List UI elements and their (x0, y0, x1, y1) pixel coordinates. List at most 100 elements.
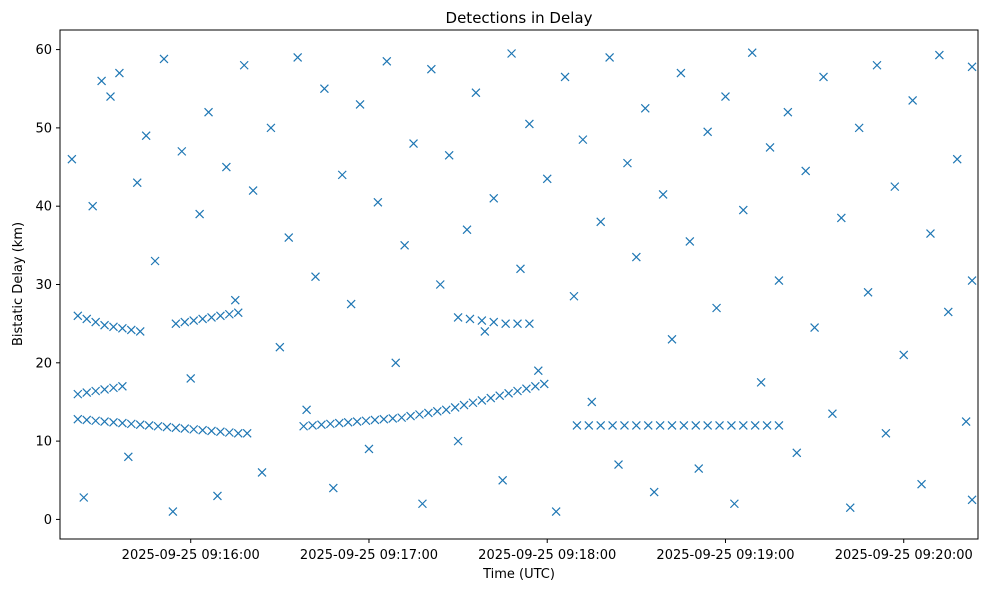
y-tick-label: 20 (35, 356, 52, 371)
data-point (239, 60, 249, 70)
data-point (275, 342, 285, 352)
data-point (361, 416, 371, 426)
data-point (715, 421, 724, 430)
data-point (952, 154, 962, 164)
data-point (774, 421, 784, 430)
data-point (459, 400, 469, 410)
data-point (406, 411, 415, 421)
data-point (943, 307, 953, 317)
data-point (539, 379, 549, 389)
data-point (747, 48, 757, 58)
data-point (216, 311, 225, 321)
data-point (171, 423, 181, 433)
data-point (397, 413, 407, 423)
data-point (631, 421, 641, 430)
data-point (299, 421, 309, 431)
data-point (513, 319, 522, 329)
data-point (819, 72, 828, 82)
data-point (311, 272, 320, 282)
data-point (180, 317, 190, 327)
data-point (468, 398, 478, 408)
data-point (643, 421, 653, 430)
data-point (480, 327, 490, 336)
data-point (477, 395, 487, 405)
data-point (750, 421, 760, 430)
data-point (284, 233, 294, 242)
data-point (854, 123, 864, 133)
data-point (171, 319, 181, 329)
y-tick-label: 30 (35, 278, 52, 293)
data-point (159, 54, 169, 64)
data-point (337, 170, 347, 180)
data-point (216, 427, 225, 437)
data-point (961, 417, 971, 426)
data-point (117, 418, 127, 428)
data-point (453, 436, 463, 446)
data-point (551, 507, 561, 517)
data-point (180, 424, 190, 434)
data-point (117, 381, 127, 391)
data-point (596, 217, 606, 227)
data-point (248, 186, 258, 195)
data-point (123, 452, 133, 462)
data-point (189, 424, 199, 434)
data-point (462, 225, 472, 235)
data-point (109, 383, 118, 393)
data-point (934, 50, 944, 60)
x-tick-label: 2025-09-25 09:19:00 (656, 548, 794, 563)
y-tick-label: 60 (35, 43, 52, 58)
data-point (738, 421, 748, 430)
data-point (587, 397, 597, 407)
data-point (189, 316, 199, 325)
data-point (477, 316, 487, 325)
data-point (432, 406, 442, 416)
data-point (198, 314, 208, 324)
data-point (230, 295, 240, 305)
data-point (756, 377, 766, 387)
data-point (765, 143, 775, 152)
data-point (578, 135, 588, 145)
data-point (109, 322, 118, 332)
data-point (364, 444, 374, 454)
data-point (810, 323, 820, 332)
y-axis-ticks: 0 10 20 30 40 50 60 (35, 43, 60, 528)
data-point (409, 139, 418, 148)
data-point (423, 408, 433, 418)
data-point (608, 421, 618, 430)
data-point (721, 92, 730, 101)
data-point (204, 107, 213, 117)
data-point (489, 317, 499, 327)
data-point (605, 52, 615, 62)
data-point (400, 240, 410, 250)
data-point (872, 60, 882, 70)
data-point (516, 264, 525, 274)
data-point (614, 460, 623, 470)
data-point (486, 393, 496, 403)
data-point (530, 381, 540, 391)
data-point (726, 421, 736, 430)
data-point (658, 190, 668, 199)
data-point (801, 166, 811, 176)
x-axis-ticks: 2025-09-25 09:16:00 2025-09-25 09:17:00 20… (122, 539, 973, 563)
data-point (415, 410, 424, 419)
data-point (890, 182, 900, 192)
data-point (828, 409, 837, 419)
data-point (513, 386, 522, 396)
data-point (620, 421, 629, 430)
data-point (655, 421, 665, 430)
plot-frame (59, 29, 979, 540)
data-point (667, 421, 677, 430)
data-point (444, 150, 454, 160)
data-point (91, 416, 101, 426)
data-point (783, 107, 793, 117)
data-point (471, 88, 481, 98)
data-point (676, 68, 686, 78)
data-point (150, 256, 160, 266)
data-point (141, 131, 151, 141)
data-point (91, 317, 101, 327)
data-point (524, 119, 534, 129)
data-point (640, 103, 650, 113)
data-point (522, 384, 531, 394)
data-point (100, 320, 109, 330)
